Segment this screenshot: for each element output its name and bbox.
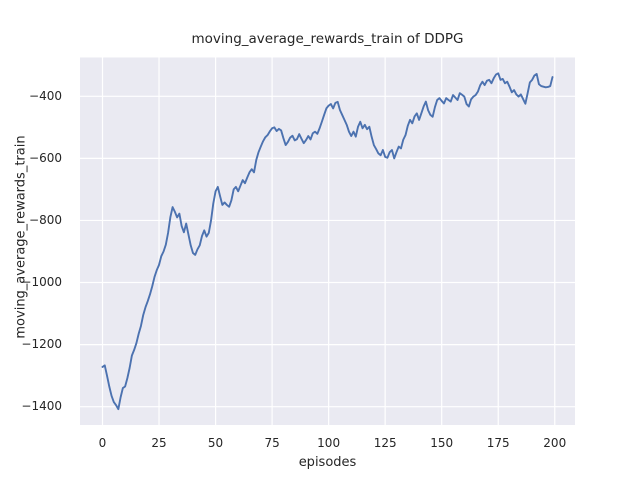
x-tick-label: 25	[151, 436, 167, 450]
plot-background	[80, 57, 575, 425]
x-tick-label: 75	[264, 436, 280, 450]
x-tick-label: 125	[373, 436, 397, 450]
x-tick-label: 150	[430, 436, 454, 450]
x-tick-label: 100	[317, 436, 341, 450]
y-tick-label: −400	[29, 88, 62, 103]
chart-title: moving_average_rewards_train of DDPG	[191, 31, 464, 47]
x-tick-label: 50	[207, 436, 224, 450]
x-tick-label: 0	[98, 436, 107, 450]
y-tick-label: −600	[29, 150, 62, 165]
y-tick-label: −1200	[21, 337, 62, 352]
y-tick-label: −800	[29, 212, 62, 227]
data-line	[101, 72, 554, 411]
x-axis-label: episodes	[298, 455, 357, 470]
x-tick-label: 200	[543, 436, 567, 450]
y-tick-label: −1000	[21, 275, 62, 290]
x-tick-label: 175	[486, 436, 510, 450]
y-tick-label: −1400	[21, 399, 62, 414]
y-axis-label-text: moving_average_rewards_train	[13, 135, 29, 339]
